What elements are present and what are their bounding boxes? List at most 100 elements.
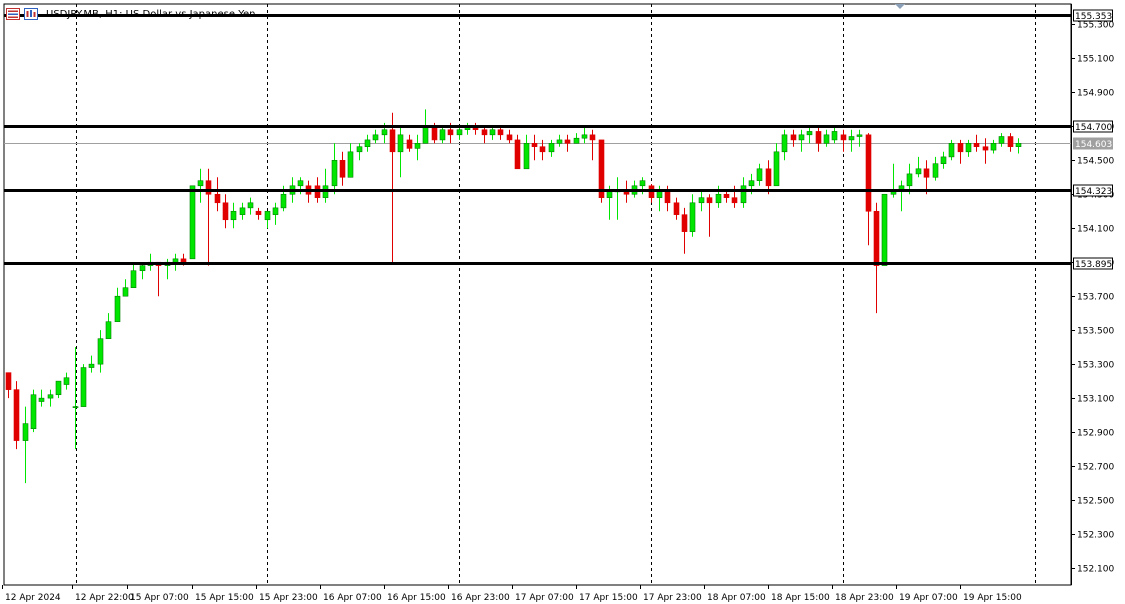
candle[interactable] — [197, 168, 204, 203]
chart-shift-marker-icon[interactable] — [895, 4, 905, 9]
candle[interactable] — [456, 126, 463, 140]
candle[interactable] — [873, 202, 880, 314]
candle[interactable] — [189, 185, 196, 260]
candle[interactable] — [339, 151, 346, 186]
candle[interactable] — [848, 129, 855, 152]
candle[interactable] — [72, 347, 79, 450]
candle[interactable] — [823, 129, 830, 147]
candle[interactable] — [798, 129, 805, 152]
candle[interactable] — [965, 139, 972, 157]
candle[interactable] — [548, 139, 555, 157]
candle[interactable] — [322, 168, 329, 203]
candle[interactable] — [957, 139, 964, 164]
candle[interactable] — [740, 177, 747, 208]
candle[interactable] — [614, 177, 621, 220]
candle[interactable] — [239, 202, 246, 220]
candle[interactable] — [514, 134, 521, 170]
candle[interactable] — [247, 197, 254, 215]
candle[interactable] — [497, 126, 504, 140]
candle[interactable] — [489, 126, 496, 140]
candle[interactable] — [55, 380, 62, 399]
candle[interactable] — [598, 139, 605, 203]
candle[interactable] — [589, 129, 596, 161]
candle[interactable] — [990, 139, 997, 154]
candle[interactable] — [130, 262, 137, 289]
candle[interactable] — [5, 372, 12, 399]
candle[interactable] — [982, 138, 989, 164]
candle[interactable] — [856, 129, 863, 147]
candle[interactable] — [689, 194, 696, 237]
candle[interactable] — [97, 330, 104, 373]
candle[interactable] — [973, 134, 980, 152]
candle[interactable] — [539, 139, 546, 161]
candle[interactable] — [63, 372, 70, 390]
candle[interactable] — [723, 190, 730, 203]
candle[interactable] — [30, 389, 37, 433]
candle[interactable] — [264, 210, 271, 229]
candle[interactable] — [773, 143, 780, 187]
candle[interactable] — [948, 139, 955, 161]
candle[interactable] — [464, 122, 471, 135]
candle[interactable] — [531, 134, 538, 161]
candle[interactable] — [439, 126, 446, 144]
candle[interactable] — [765, 160, 772, 195]
candle[interactable] — [331, 143, 338, 195]
candle[interactable] — [364, 134, 371, 152]
candle[interactable] — [815, 126, 822, 152]
candle[interactable] — [756, 163, 763, 186]
chart-window-icon[interactable] — [6, 8, 20, 20]
candle[interactable] — [556, 134, 563, 147]
candle[interactable] — [214, 177, 221, 212]
candle[interactable] — [806, 126, 813, 144]
candle[interactable] — [222, 194, 229, 229]
candle[interactable] — [397, 126, 404, 178]
candle[interactable] — [506, 129, 513, 144]
candle[interactable] — [205, 168, 212, 266]
candle[interactable] — [706, 194, 713, 237]
candle[interactable] — [940, 151, 947, 169]
candle[interactable] — [781, 129, 788, 161]
candle[interactable] — [932, 156, 939, 181]
candle[interactable] — [139, 262, 146, 280]
candle[interactable] — [831, 126, 838, 144]
candle[interactable] — [564, 134, 571, 152]
candle[interactable] — [673, 197, 680, 220]
candle[interactable] — [472, 122, 479, 135]
chart-properties-icon[interactable] — [24, 8, 38, 20]
candle[interactable] — [230, 202, 237, 229]
candle[interactable] — [356, 143, 363, 161]
candle[interactable] — [923, 160, 930, 195]
candle[interactable] — [998, 133, 1005, 147]
candle[interactable] — [648, 184, 655, 203]
candle[interactable] — [881, 193, 888, 266]
candle[interactable] — [122, 279, 129, 297]
candle[interactable] — [114, 287, 121, 322]
candle[interactable] — [272, 202, 279, 225]
candle[interactable] — [898, 180, 905, 212]
candle[interactable] — [255, 207, 262, 220]
candle[interactable] — [164, 258, 171, 280]
candle[interactable] — [47, 389, 54, 407]
candle[interactable] — [414, 134, 421, 161]
candle[interactable] — [573, 133, 580, 144]
candle[interactable] — [523, 134, 530, 170]
candle[interactable] — [155, 261, 162, 297]
candle[interactable] — [840, 129, 847, 152]
candle[interactable] — [105, 313, 112, 339]
candle[interactable] — [481, 126, 488, 144]
candle[interactable] — [22, 406, 29, 484]
candle[interactable] — [13, 381, 20, 450]
candle[interactable] — [581, 126, 588, 144]
candle[interactable] — [890, 163, 897, 198]
candle[interactable] — [915, 156, 922, 178]
candle[interactable] — [406, 134, 413, 152]
candle[interactable] — [698, 190, 705, 212]
candle[interactable] — [790, 129, 797, 147]
candle[interactable] — [88, 355, 95, 373]
candle[interactable] — [389, 112, 396, 263]
candle[interactable] — [1015, 138, 1022, 154]
candle[interactable] — [681, 207, 688, 254]
candle[interactable] — [1007, 133, 1014, 152]
